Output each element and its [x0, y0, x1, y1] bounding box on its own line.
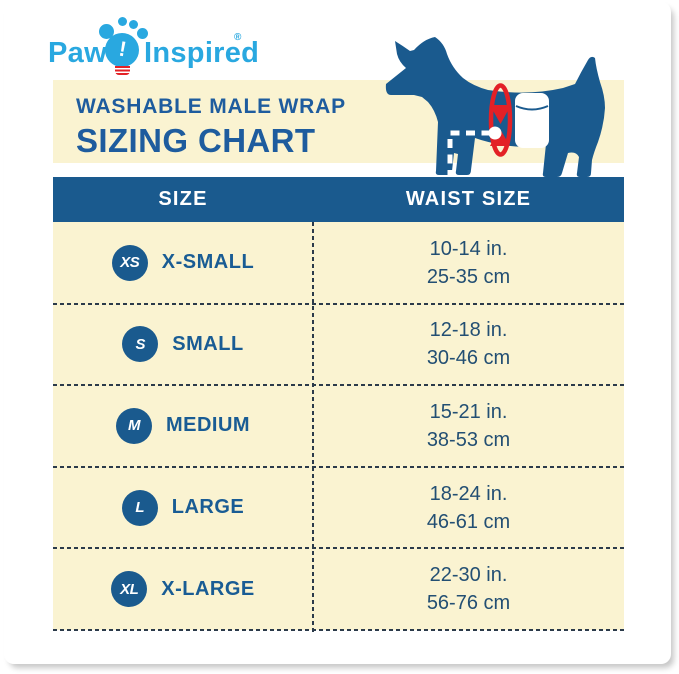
waist-inches: 22-30 in.: [429, 564, 508, 587]
size-cell: S SMALL: [53, 304, 313, 386]
registered-trademark-symbol: ®: [234, 32, 242, 43]
column-divider-dashed-line: [312, 222, 314, 634]
chart-subtitle: WASHABLE MALE WRAP: [76, 95, 346, 118]
waist-inches: 15-21 in.: [429, 400, 508, 423]
waist-inches: 12-18 in.: [429, 319, 508, 342]
waist-inches: 10-14 in.: [429, 237, 508, 260]
waist-cm: 38-53 cm: [426, 428, 511, 451]
table-row: XL X-LARGE 22-30 in. 56-76 cm: [53, 548, 624, 631]
table-row: L LARGE 18-24 in. 46-61 cm: [53, 467, 624, 549]
brand-logo: Paw ! Inspired ®: [48, 16, 260, 80]
column-header-waist-size: WAIST SIZE: [405, 188, 532, 210]
size-label: X-SMALL: [161, 251, 255, 274]
waist-cell: 18-24 in. 46-61 cm: [313, 467, 624, 549]
paw-toe-icon: [99, 24, 114, 39]
size-cell: L LARGE: [53, 467, 313, 549]
waist-cm: 30-46 cm: [426, 347, 511, 370]
size-badge: S: [122, 326, 159, 363]
size-label: LARGE: [171, 496, 245, 519]
waist-cell: 22-30 in. 56-76 cm: [313, 548, 624, 630]
brand-word-inspired: Inspired: [144, 37, 260, 69]
waist-cell: 10-14 in. 25-35 cm: [313, 222, 624, 304]
column-header-size: SIZE: [158, 188, 208, 210]
waist-cell: 15-21 in. 38-53 cm: [313, 385, 624, 467]
table-header: SIZE WAIST SIZE: [53, 177, 624, 222]
waist-cell: 12-18 in. 30-46 cm: [313, 304, 624, 386]
size-badge: XS: [111, 244, 148, 281]
table-row: XS X-SMALL 10-14 in. 25-35 cm: [53, 222, 624, 305]
paw-toe-icon: [129, 20, 138, 29]
size-cell: M MEDIUM: [53, 385, 313, 467]
size-table: XS X-SMALL 10-14 in. 25-35 cm S SMALL 12…: [53, 222, 624, 634]
size-label: SMALL: [172, 332, 244, 355]
diaper-wrap: [515, 93, 549, 148]
waist-cm: 46-61 cm: [426, 510, 511, 533]
waist-cm: 25-35 cm: [426, 265, 511, 288]
title-block: WASHABLE MALE WRAP SIZING CHART: [76, 95, 346, 160]
lightbulb-pad-icon: !: [105, 33, 139, 67]
paw-lightbulb-icon: !: [98, 16, 148, 80]
size-badge: L: [121, 489, 158, 526]
size-label: X-LARGE: [161, 577, 255, 600]
size-label: MEDIUM: [165, 414, 251, 437]
size-badge: M: [115, 407, 152, 444]
chart-title: SIZING CHART: [76, 122, 316, 159]
lightbulb-base-icon: [115, 66, 130, 75]
measure-point-dot: [488, 126, 502, 140]
table-row: M MEDIUM 15-21 in. 38-53 cm: [53, 385, 624, 468]
waist-inches: 18-24 in.: [429, 482, 508, 505]
brand-word-paw: Paw: [48, 37, 107, 69]
table-row: S SMALL 12-18 in. 30-46 cm: [53, 304, 624, 386]
size-cell: XL X-LARGE: [53, 548, 313, 630]
waist-cm: 56-76 cm: [426, 592, 511, 615]
waist-measure-loop-icon: [488, 83, 513, 157]
arrow-down-icon: [490, 105, 511, 124]
dog-measurement-illustration: [385, 37, 605, 179]
paw-toe-icon: [137, 28, 148, 39]
diaper-wrap-seam: [515, 105, 549, 111]
size-badge: XL: [111, 571, 148, 608]
paw-toe-icon: [118, 17, 127, 26]
size-cell: XS X-SMALL: [53, 222, 313, 304]
